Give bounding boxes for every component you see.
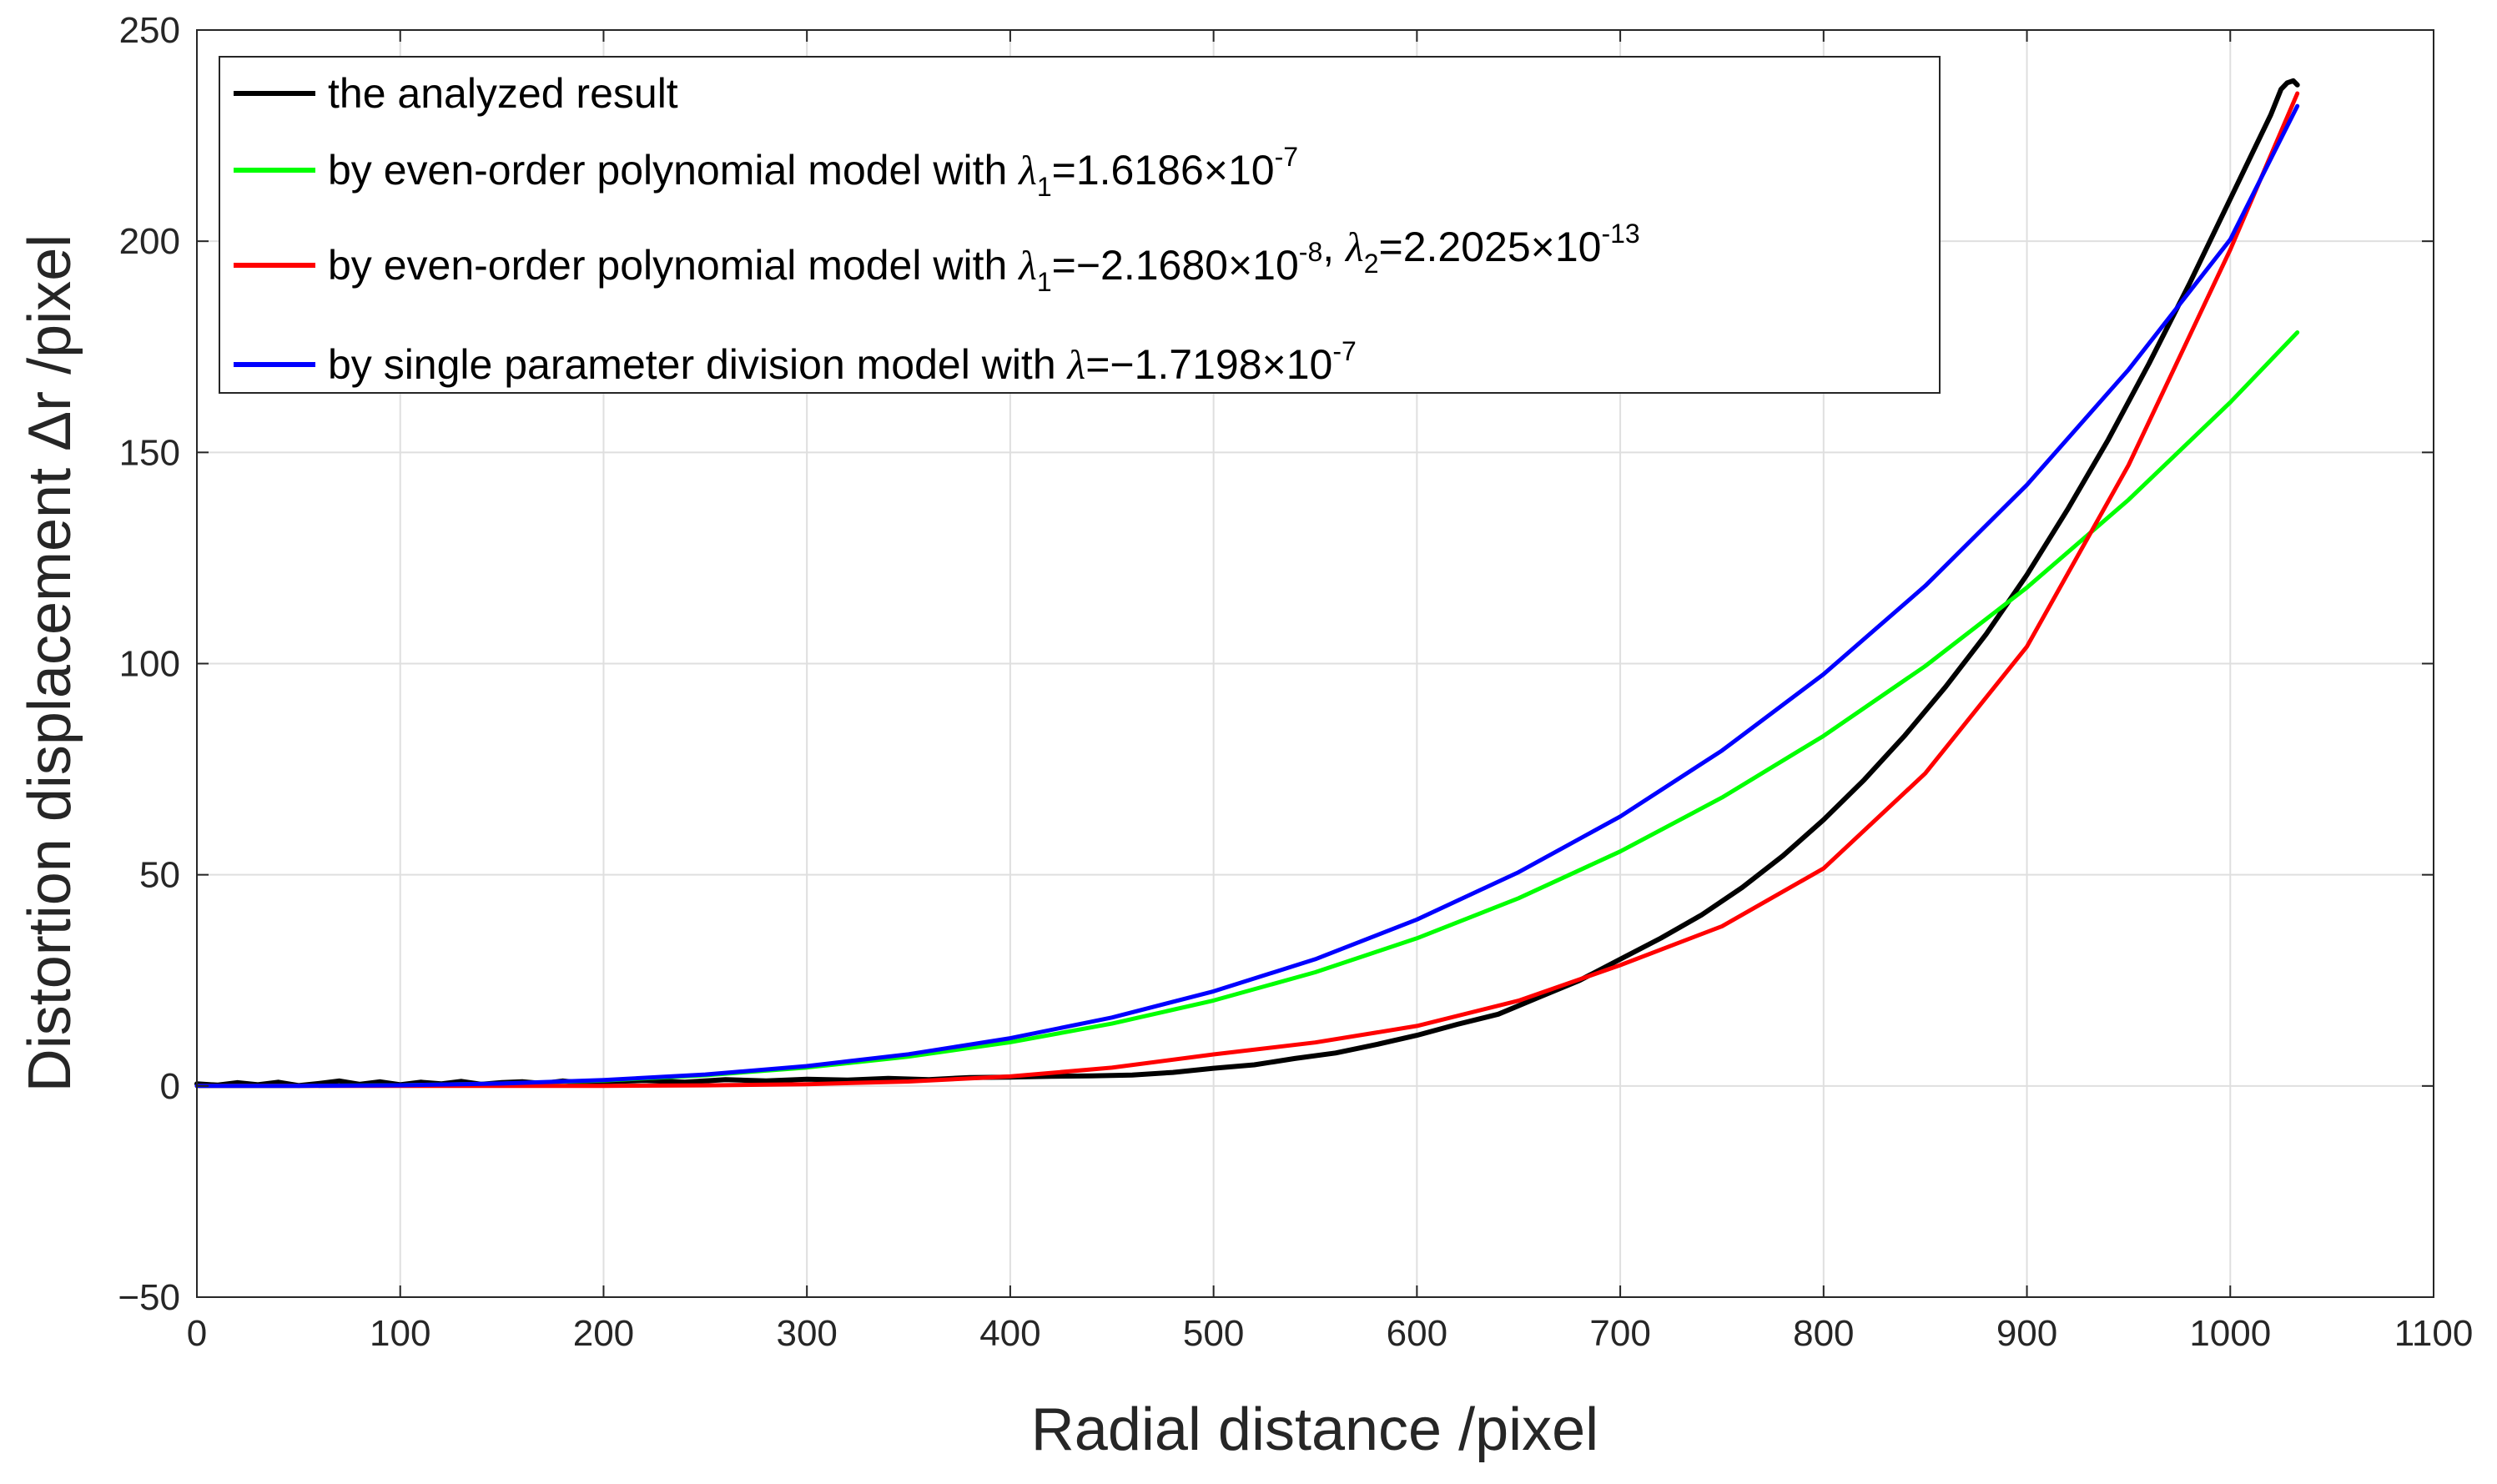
legend-label-part: the analyzed result: [328, 70, 678, 117]
legend-label-part: λ: [1017, 242, 1037, 289]
x-tick-label: 1100: [2394, 1313, 2474, 1354]
x-tick-label: 700: [1589, 1313, 1650, 1354]
series-line-4: [194, 103, 2300, 1089]
legend-label: the analyzed result: [328, 70, 678, 117]
x-tick-label: 400: [979, 1313, 1040, 1354]
legend-label-part: 1: [1037, 267, 1052, 297]
y-axis-title: Distortion displacement Δr /pixel: [17, 234, 83, 1093]
legend-box: [219, 56, 1941, 394]
x-tick-label: 900: [1996, 1313, 2057, 1354]
legend-label: by even-order polynomial model with λ1=1…: [328, 142, 1298, 202]
legend-label-part: by single parameter division model with: [328, 341, 1068, 388]
legend-label-part: λ: [1066, 341, 1086, 388]
legend-label-part: -7: [1332, 336, 1356, 366]
legend-label-part: -7: [1275, 142, 1298, 172]
y-tick-label: 150: [119, 432, 180, 473]
x-tick-label: 300: [776, 1313, 837, 1354]
legend-label-part: 1: [1037, 172, 1052, 202]
x-tick-label: 200: [573, 1313, 634, 1354]
y-tick-label: 0: [160, 1066, 180, 1107]
legend-entry-2: by even-order polynomial model with λ1=1…: [234, 142, 1298, 202]
legend-label-part: by even-order polynomial model with: [328, 242, 1019, 289]
legend-label-part: by even-order polynomial model with: [328, 147, 1019, 194]
x-tick-label: 100: [370, 1313, 430, 1354]
series-line-1: [194, 78, 2300, 1089]
legend-label-part: λ: [1344, 224, 1364, 270]
tick-labels: 0 100 200 300 400 500 600 700 800 900 1000 1100−500…: [118, 10, 2473, 1354]
series-lines: [194, 78, 2300, 1089]
legend-label-part: -13: [1601, 219, 1639, 249]
legend-label-part: -8: [1299, 237, 1322, 267]
y-tick-label: 200: [119, 221, 180, 262]
legend-entry-1: the analyzed result: [234, 70, 678, 117]
y-tick-label: −50: [118, 1277, 180, 1318]
legend: the analyzed result by even-order polynom…: [219, 56, 1941, 394]
legend-label-part: =−2.1680×10: [1052, 242, 1299, 289]
legend-label-part: 2: [1364, 249, 1379, 279]
legend-label-part: =1.6186×10: [1052, 147, 1275, 194]
x-tick-label: 0: [187, 1313, 207, 1354]
legend-entry-4: by single parameter division model with …: [234, 336, 1357, 388]
y-tick-label: 50: [139, 855, 180, 896]
x-tick-label: 1000: [2189, 1313, 2271, 1354]
series-line-3: [194, 91, 2300, 1089]
y-tick-label: 250: [119, 10, 180, 51]
legend-label-part: ,: [1322, 224, 1346, 270]
legend-label: by even-order polynomial model with λ1=−…: [328, 219, 1640, 297]
legend-label-part: =−1.7198×10: [1085, 341, 1332, 388]
legend-entry-3: by even-order polynomial model with λ1=−…: [234, 219, 1640, 297]
x-axis-title: Radial distance /pixel: [1031, 1396, 1598, 1463]
legend-label-part: λ: [1017, 147, 1037, 194]
x-tick-label: 500: [1183, 1313, 1244, 1354]
y-tick-label: 100: [119, 644, 180, 685]
x-tick-label: 800: [1793, 1313, 1854, 1354]
legend-label-part: =2.2025×10: [1379, 224, 1602, 270]
ticks: [196, 29, 2434, 1298]
x-tick-label: 600: [1387, 1313, 1447, 1354]
legend-label: by single parameter division model with …: [328, 336, 1357, 388]
